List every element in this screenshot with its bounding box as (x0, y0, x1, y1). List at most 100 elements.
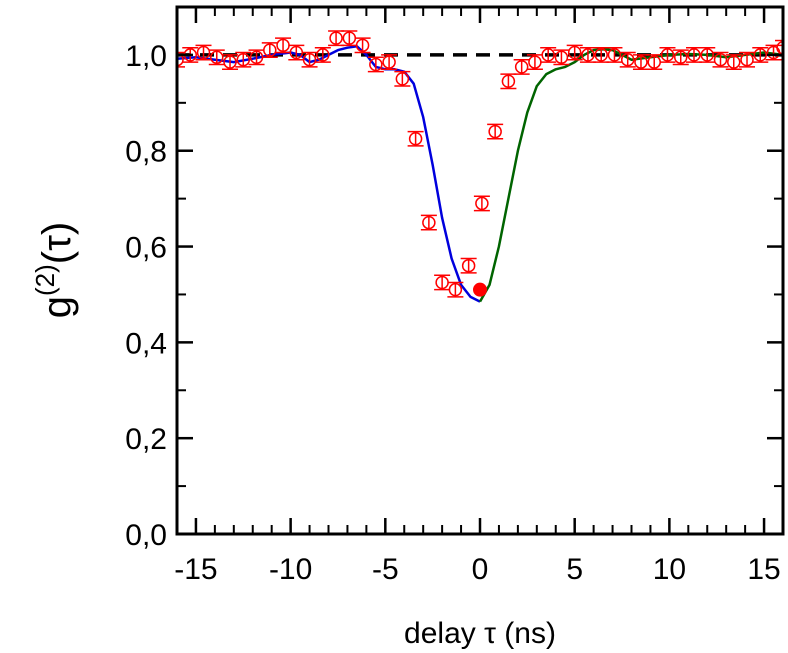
data-marker (342, 31, 357, 45)
data-point (553, 49, 570, 66)
data-marker (408, 132, 423, 146)
data-marker (395, 72, 410, 86)
x-tick-label: -5 (372, 553, 399, 586)
x-tick-label: 5 (566, 553, 583, 586)
y-axis-title: g(2)(τ) (30, 222, 79, 318)
data-point (500, 73, 517, 90)
data-marker (461, 258, 476, 273)
y-tick-label: 0,2 (125, 423, 167, 456)
data-marker (700, 48, 714, 62)
fit-curve (177, 45, 481, 303)
data-point (513, 58, 530, 75)
x-tick-label: -10 (269, 553, 312, 586)
data-point (235, 51, 252, 68)
data-marker (660, 48, 675, 62)
plot-content (177, 30, 783, 303)
data-marker (302, 52, 317, 67)
data-point (699, 46, 716, 63)
data-point (222, 54, 239, 71)
data-point (314, 46, 331, 63)
data-point (712, 51, 729, 68)
data-marker (727, 55, 741, 69)
data-marker (488, 124, 502, 139)
x-tick-label: 15 (747, 553, 780, 586)
data-marker (528, 55, 542, 69)
data-marker (647, 55, 661, 69)
axis-ticks (176, 7, 784, 536)
data-point (407, 130, 424, 147)
data-marker (687, 48, 701, 62)
data-point (328, 30, 345, 47)
data-point (301, 51, 318, 68)
data-marker (316, 48, 330, 62)
data-marker (501, 74, 516, 89)
data-marker (236, 52, 251, 67)
x-tick-label: 0 (472, 553, 489, 586)
y-axis-title-base: g (35, 296, 79, 318)
y-tick-labels: 0,0 0,2 0,4 0,6 0,8 1,0 (125, 40, 167, 552)
data-point (752, 46, 769, 63)
data-marker (382, 55, 396, 69)
data-marker (713, 52, 728, 67)
data-point (540, 46, 557, 63)
data-marker (554, 50, 569, 65)
data-marker (448, 282, 463, 297)
fit-curve (478, 47, 783, 303)
y-tick-label: 0,8 (125, 136, 167, 169)
data-marker (634, 55, 648, 69)
data-marker (776, 40, 783, 55)
data-point (487, 123, 504, 140)
data-point (659, 46, 676, 63)
data-point (394, 70, 411, 87)
data-point (619, 51, 636, 68)
data-point (447, 281, 464, 298)
data-marker (567, 45, 582, 60)
data-point (195, 44, 212, 61)
data-point (261, 42, 278, 59)
y-tick-label: 1,0 (125, 40, 167, 73)
data-marker (369, 57, 383, 72)
plot-frame (175, 5, 785, 536)
data-marker (594, 48, 608, 62)
data-point (473, 195, 490, 212)
data-point (739, 51, 756, 68)
data-point (566, 44, 583, 61)
y-axis-title-suffix: (τ) (35, 222, 79, 264)
data-marker (673, 50, 688, 65)
data-marker (740, 52, 754, 67)
y-axis-title-superscript: (2) (30, 264, 60, 296)
highlight-point (473, 282, 487, 297)
x-tick-label: -15 (174, 553, 217, 586)
data-point (725, 54, 742, 71)
x-tick-labels: -15 -10 -5 0 5 10 15 (174, 553, 780, 586)
y-tick-label: 0,4 (125, 327, 167, 360)
data-marker (541, 48, 555, 62)
data-marker (263, 43, 277, 57)
x-tick-label: 10 (653, 553, 686, 586)
x-axis-title: delay τ (ns) (404, 617, 556, 650)
data-point (460, 257, 477, 274)
data-marker (210, 50, 224, 65)
data-marker (435, 275, 449, 290)
data-marker (514, 60, 529, 74)
y-tick-label: 0,6 (125, 232, 167, 265)
data-marker (581, 48, 595, 62)
data-point (354, 37, 371, 54)
data-marker (276, 38, 290, 53)
data-point (381, 54, 398, 71)
data-marker (355, 38, 370, 53)
data-marker (196, 45, 211, 60)
data-marker (249, 50, 264, 65)
data-point (275, 37, 292, 54)
data-point (606, 46, 623, 63)
data-marker (289, 45, 304, 60)
data-marker (753, 48, 768, 62)
data-point (208, 49, 225, 66)
data-point (420, 214, 437, 231)
data-marker (620, 52, 635, 67)
data-marker (329, 31, 343, 45)
data-marker (422, 215, 436, 230)
data-marker (607, 48, 622, 62)
data-marker (223, 55, 237, 69)
y-tick-label: 0,0 (125, 519, 167, 552)
